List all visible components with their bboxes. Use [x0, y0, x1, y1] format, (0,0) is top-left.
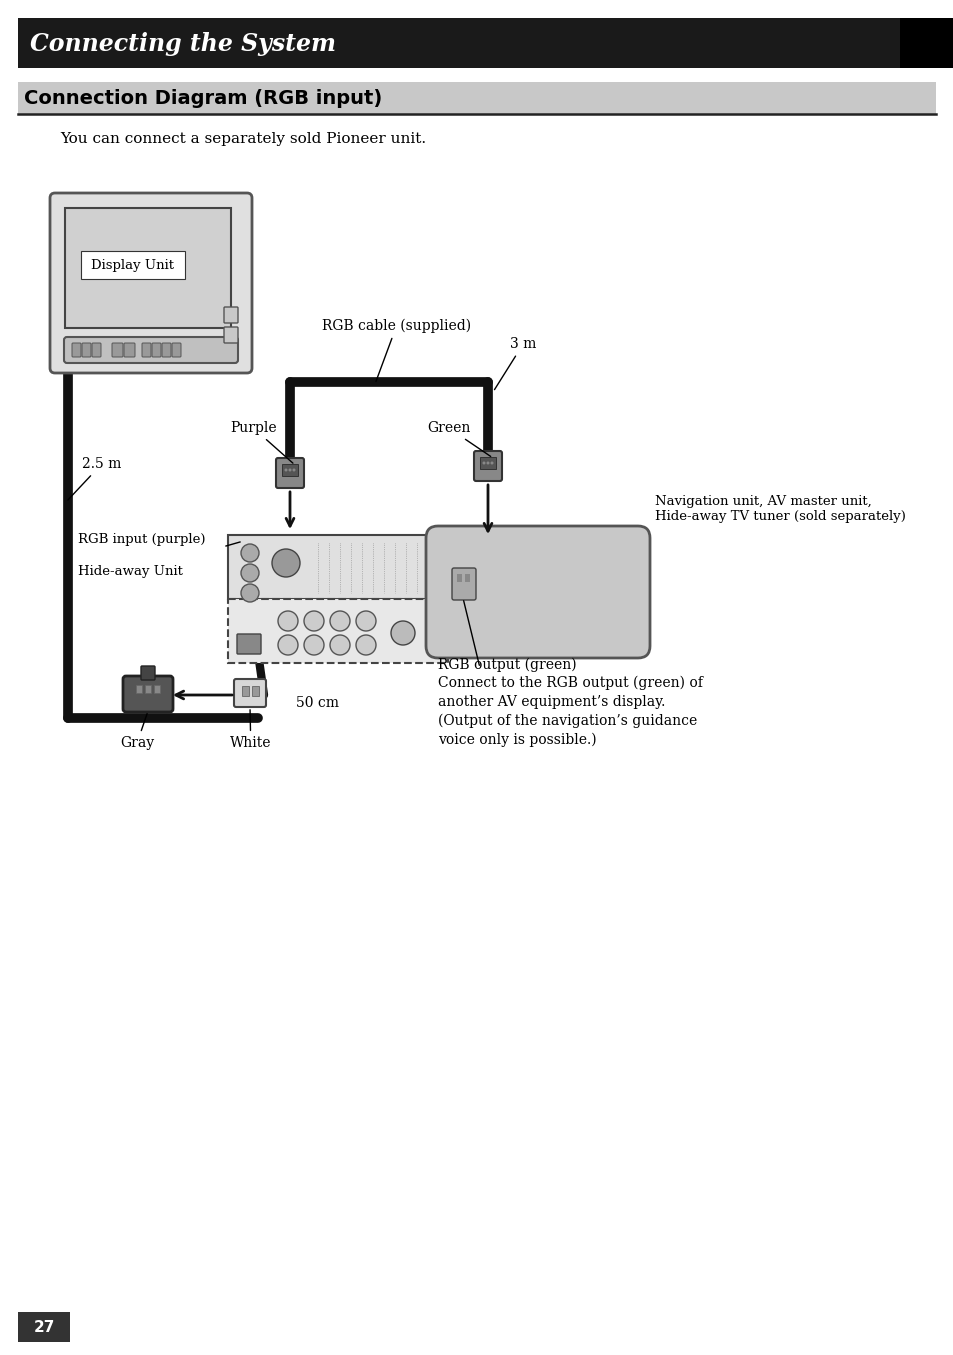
Text: RGB input (purple): RGB input (purple) [78, 533, 205, 546]
Bar [464, 575, 470, 583]
Text: 27: 27 [33, 1320, 54, 1335]
Text: You can connect a separately sold Pioneer unit.: You can connect a separately sold Pionee… [60, 131, 426, 146]
Bar [153, 686, 160, 692]
Text: Connecting the System: Connecting the System [30, 33, 335, 56]
Circle shape [241, 564, 258, 583]
Bar [456, 575, 461, 583]
FancyBboxPatch shape [228, 535, 448, 599]
FancyBboxPatch shape [18, 18, 935, 68]
FancyBboxPatch shape [224, 308, 237, 322]
FancyBboxPatch shape [64, 337, 237, 363]
FancyBboxPatch shape [233, 679, 266, 707]
Text: Display Unit: Display Unit [91, 259, 174, 271]
Text: 3 m: 3 m [494, 337, 536, 390]
FancyBboxPatch shape [474, 451, 501, 481]
Text: Gray: Gray [120, 714, 154, 751]
Circle shape [272, 549, 299, 577]
FancyBboxPatch shape [426, 526, 649, 659]
Circle shape [486, 462, 489, 465]
FancyBboxPatch shape [91, 343, 101, 356]
FancyBboxPatch shape [479, 457, 496, 469]
FancyBboxPatch shape [82, 343, 91, 356]
FancyBboxPatch shape [112, 343, 123, 356]
Circle shape [304, 611, 324, 631]
FancyBboxPatch shape [172, 343, 181, 356]
Text: Hide-away Unit: Hide-away Unit [78, 565, 183, 579]
Circle shape [284, 469, 287, 472]
FancyBboxPatch shape [18, 1312, 70, 1341]
Text: Connect to the RGB output (green) of
another AV equipment’s display.
(Output of : Connect to the RGB output (green) of ano… [437, 676, 702, 747]
Circle shape [391, 621, 415, 645]
Circle shape [330, 635, 350, 654]
FancyBboxPatch shape [124, 343, 135, 356]
FancyBboxPatch shape [228, 599, 448, 663]
Circle shape [482, 462, 485, 465]
Circle shape [277, 635, 297, 654]
Bar [145, 686, 151, 692]
Bar [242, 686, 249, 696]
FancyBboxPatch shape [162, 343, 171, 356]
Circle shape [330, 611, 350, 631]
FancyBboxPatch shape [81, 251, 185, 279]
Circle shape [355, 635, 375, 654]
Circle shape [293, 469, 295, 472]
Circle shape [241, 543, 258, 562]
FancyBboxPatch shape [282, 463, 297, 476]
FancyBboxPatch shape [275, 458, 304, 488]
FancyBboxPatch shape [141, 667, 154, 680]
Circle shape [241, 584, 258, 602]
FancyBboxPatch shape [452, 568, 476, 600]
Circle shape [490, 462, 493, 465]
Text: Purple: Purple [230, 421, 293, 463]
Text: Green: Green [427, 421, 490, 457]
Text: RGB cable (supplied): RGB cable (supplied) [322, 318, 471, 381]
FancyBboxPatch shape [71, 343, 81, 356]
Bar [136, 686, 142, 692]
FancyBboxPatch shape [152, 343, 161, 356]
Bar [252, 686, 258, 696]
FancyBboxPatch shape [50, 192, 252, 373]
Circle shape [288, 469, 292, 472]
FancyBboxPatch shape [142, 343, 151, 356]
Text: Connection Diagram (RGB input): Connection Diagram (RGB input) [24, 88, 382, 107]
FancyBboxPatch shape [18, 83, 935, 114]
FancyBboxPatch shape [236, 634, 261, 654]
FancyBboxPatch shape [899, 18, 953, 68]
Text: RGB output (green): RGB output (green) [437, 659, 576, 672]
FancyBboxPatch shape [65, 209, 231, 328]
FancyBboxPatch shape [224, 327, 237, 343]
Text: 2.5 m: 2.5 m [68, 457, 121, 500]
Circle shape [277, 611, 297, 631]
FancyBboxPatch shape [123, 676, 172, 711]
Circle shape [355, 611, 375, 631]
Text: Navigation unit, AV master unit,
Hide-away TV tuner (sold separately): Navigation unit, AV master unit, Hide-aw… [655, 495, 905, 523]
Text: 50 cm: 50 cm [295, 696, 338, 710]
Text: White: White [230, 710, 272, 751]
Circle shape [304, 635, 324, 654]
